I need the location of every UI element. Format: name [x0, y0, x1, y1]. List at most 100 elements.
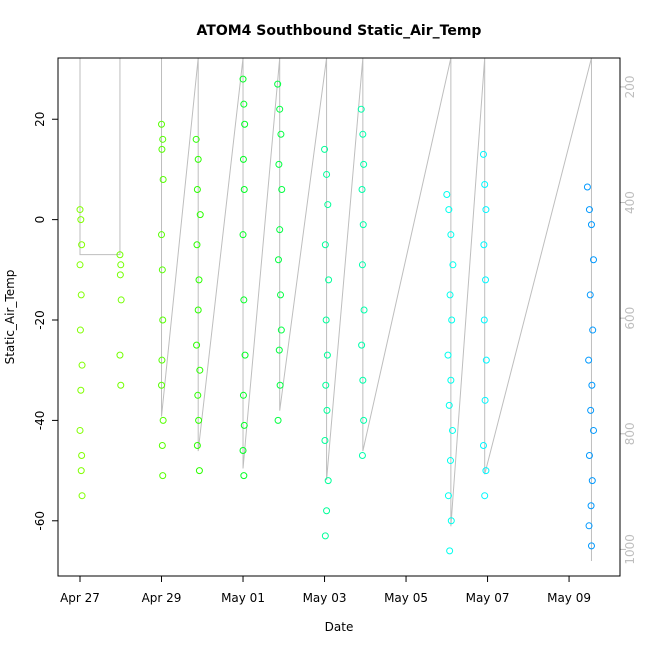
y2-tick-label: 200 — [623, 75, 637, 98]
point — [590, 256, 598, 264]
point — [587, 406, 595, 414]
point — [321, 436, 329, 444]
point — [77, 216, 85, 224]
point — [445, 401, 453, 409]
point — [322, 381, 330, 389]
point — [239, 231, 247, 239]
point — [193, 441, 201, 449]
point — [443, 191, 451, 199]
point — [195, 467, 203, 475]
point — [481, 396, 489, 404]
point — [583, 183, 591, 191]
point — [116, 271, 124, 279]
point — [194, 391, 202, 399]
point — [482, 467, 490, 475]
point — [479, 441, 487, 449]
point — [196, 211, 204, 219]
x-tick-label: May 09 — [547, 591, 591, 605]
point — [159, 416, 167, 424]
point — [359, 130, 367, 138]
point — [275, 160, 283, 168]
point — [78, 492, 86, 500]
point — [360, 306, 368, 314]
point — [277, 326, 285, 334]
point — [324, 477, 332, 485]
point — [446, 547, 454, 555]
point — [358, 261, 366, 269]
y-tick-label: 20 — [33, 112, 47, 127]
point — [277, 130, 285, 138]
point — [321, 145, 329, 153]
point — [276, 105, 284, 113]
point — [323, 351, 331, 359]
point — [585, 356, 593, 364]
point — [444, 351, 452, 359]
point — [116, 351, 124, 359]
point — [321, 241, 329, 249]
point — [481, 180, 489, 188]
x-tick-label: Apr 27 — [60, 591, 100, 605]
point — [274, 80, 282, 88]
point — [77, 291, 85, 299]
point — [159, 316, 167, 324]
point — [275, 346, 283, 354]
point — [78, 241, 86, 249]
point — [194, 306, 202, 314]
point — [240, 186, 248, 194]
point — [274, 256, 282, 264]
point — [321, 532, 329, 540]
point — [241, 120, 249, 128]
point — [324, 201, 332, 209]
point — [158, 120, 166, 128]
point — [449, 261, 457, 269]
y2-tick-label: 1000 — [623, 534, 637, 565]
point — [116, 251, 124, 259]
point — [159, 472, 167, 480]
point — [360, 416, 368, 424]
point — [76, 426, 84, 434]
point — [479, 150, 487, 158]
x-tick-label: Apr 29 — [142, 591, 182, 605]
y2-tick-label: 400 — [623, 191, 637, 214]
point — [117, 381, 125, 389]
point — [585, 522, 593, 530]
point — [358, 341, 366, 349]
point — [481, 492, 489, 500]
x-tick-label: May 07 — [466, 591, 510, 605]
point — [480, 316, 488, 324]
point — [241, 351, 249, 359]
point — [590, 426, 598, 434]
point — [158, 231, 166, 239]
point — [585, 206, 593, 214]
point — [276, 226, 284, 234]
point — [239, 155, 247, 163]
point — [239, 75, 247, 83]
point — [159, 135, 167, 143]
point — [77, 467, 85, 475]
point — [278, 186, 286, 194]
point — [449, 426, 457, 434]
plot-frame — [57, 57, 621, 577]
y-tick-label: -40 — [33, 411, 47, 431]
point — [240, 421, 248, 429]
point — [240, 472, 248, 480]
point — [358, 186, 366, 194]
point — [76, 326, 84, 334]
point — [117, 261, 125, 269]
point — [447, 376, 455, 384]
point — [158, 266, 166, 274]
point — [193, 241, 201, 249]
point — [194, 155, 202, 163]
point — [117, 296, 125, 304]
chart-title: ATOM4 Southbound Static_Air_Temp — [197, 23, 482, 39]
point — [195, 416, 203, 424]
point — [325, 276, 333, 284]
y2-tick-label: 600 — [623, 307, 637, 330]
point — [588, 477, 596, 485]
point — [76, 261, 84, 269]
point — [276, 381, 284, 389]
y-tick-label: 0 — [33, 216, 47, 224]
point — [193, 341, 201, 349]
point — [482, 356, 490, 364]
